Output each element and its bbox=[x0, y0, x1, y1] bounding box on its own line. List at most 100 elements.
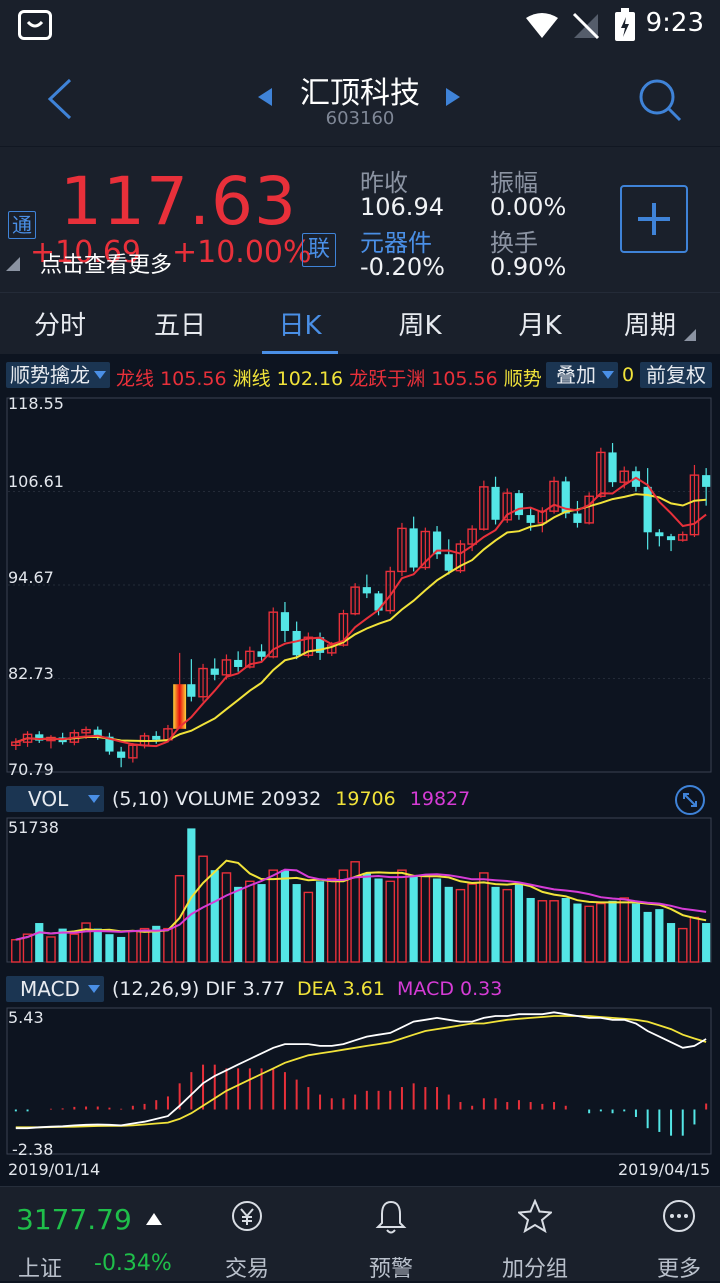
chart-area: 顺势擒龙 龙线 105.56 渊线 102.16 龙跃于渊 105.56 顺势 … bbox=[0, 354, 720, 1184]
turnover-label: 换手 bbox=[490, 229, 538, 257]
overlay-button[interactable]: 叠加 bbox=[546, 362, 618, 388]
stock-code: 603160 bbox=[325, 108, 395, 129]
candle-body bbox=[689, 474, 700, 536]
candle-body bbox=[444, 554, 453, 571]
long-line-label: 龙线 bbox=[116, 368, 155, 390]
volume-bar bbox=[93, 928, 102, 962]
index-name: 上证 bbox=[18, 1257, 63, 1282]
price-adjust-button[interactable]: 前复权 bbox=[640, 362, 712, 388]
volume-ma5: 19706 bbox=[335, 788, 396, 810]
prev-stock-icon[interactable] bbox=[258, 88, 272, 106]
trade-icon[interactable] bbox=[230, 1199, 264, 1233]
volume-label: VOLUME bbox=[175, 788, 255, 810]
volume-bar bbox=[643, 911, 652, 962]
sector-label[interactable]: 元器件 bbox=[360, 229, 432, 257]
tab-intraday[interactable]: 分时 bbox=[33, 311, 86, 341]
volume-values: (5,10) VOLUME 20932 19706 19827 bbox=[112, 788, 470, 810]
view-more-overlay[interactable]: 点击查看更多 bbox=[40, 253, 173, 278]
candle-body bbox=[537, 510, 548, 524]
macd-chart[interactable] bbox=[0, 1006, 720, 1158]
active-tab-indicator bbox=[262, 351, 338, 354]
candle-body bbox=[128, 744, 138, 759]
volume-bar bbox=[245, 880, 255, 963]
date-end: 2019/04/15 bbox=[618, 1160, 711, 1179]
status-bar: 9:23 bbox=[0, 0, 720, 52]
tong-badge[interactable]: 通 bbox=[8, 211, 36, 239]
volume-bar bbox=[210, 870, 219, 962]
index-expand-icon[interactable] bbox=[146, 1213, 162, 1225]
volume-bar bbox=[35, 923, 44, 962]
overlay-value: 0 bbox=[622, 364, 635, 386]
overlay-dropdown-icon bbox=[602, 371, 614, 379]
macd-frame bbox=[6, 1007, 712, 1155]
macd-axis-min: -2.38 bbox=[12, 1140, 54, 1159]
more-icon[interactable] bbox=[662, 1199, 696, 1233]
bell-icon[interactable] bbox=[374, 1199, 408, 1235]
nav-alert[interactable]: 预警 bbox=[368, 1257, 413, 1282]
volume-bar bbox=[584, 905, 594, 963]
indicator-selector[interactable]: 顺势擒龙 bbox=[6, 362, 110, 388]
index-value[interactable]: 3177.79 bbox=[16, 1203, 132, 1236]
status-time: 9:23 bbox=[645, 8, 704, 38]
volume-bar bbox=[128, 930, 138, 963]
volume-bar bbox=[11, 939, 21, 963]
candle-body bbox=[619, 470, 630, 483]
candle-body bbox=[105, 736, 114, 752]
amplitude-label: 振幅 bbox=[490, 169, 538, 197]
tab-five-day[interactable]: 五日 bbox=[153, 311, 206, 341]
kline-chart[interactable] bbox=[0, 392, 720, 782]
candle-body bbox=[187, 684, 196, 697]
volume-bar bbox=[350, 861, 360, 963]
long-line bbox=[15, 476, 707, 748]
price-axis-l2: 94.67 bbox=[8, 568, 54, 587]
volume-bar bbox=[677, 927, 688, 963]
volume-bar bbox=[608, 900, 617, 962]
candle-body bbox=[655, 532, 664, 537]
no-signal-icon bbox=[572, 12, 600, 40]
dropdown-arrow-icon bbox=[88, 985, 100, 993]
candle-body bbox=[280, 612, 290, 631]
tab-daily-k[interactable]: 日K bbox=[278, 311, 322, 341]
lian-badge[interactable]: 联 bbox=[302, 233, 336, 267]
quote-panel[interactable]: 117.63 通 +10.69 +10.00% 点击查看更多 联 昨收 106.… bbox=[0, 146, 720, 293]
volume-bar bbox=[221, 872, 232, 963]
search-icon[interactable] bbox=[638, 78, 682, 122]
nav-add-group[interactable]: 加分组 bbox=[501, 1257, 568, 1282]
yuan-line-value: 102.16 bbox=[276, 368, 344, 390]
dea-value: 3.61 bbox=[342, 978, 385, 1000]
add-watchlist-button[interactable] bbox=[620, 185, 688, 253]
candle-body bbox=[303, 636, 314, 656]
candle-body bbox=[631, 471, 641, 487]
nav-more[interactable]: 更多 bbox=[656, 1257, 701, 1282]
tab-weekly-k[interactable]: 周K bbox=[398, 311, 442, 341]
candle-body bbox=[455, 543, 466, 572]
volume-bar bbox=[46, 936, 56, 963]
candle-body bbox=[374, 593, 383, 611]
tab-monthly-k[interactable]: 月K bbox=[518, 311, 562, 341]
indicator-values: 龙线 105.56 渊线 102.16 龙跃于渊 105.56 顺势 bbox=[116, 364, 542, 391]
star-icon[interactable] bbox=[518, 1199, 552, 1233]
volume-bar bbox=[268, 869, 279, 963]
yuan-line-label: 渊线 bbox=[232, 368, 271, 390]
header: 汇顶科技 603160 bbox=[0, 52, 720, 146]
volume-bar bbox=[257, 884, 266, 962]
next-stock-icon[interactable] bbox=[446, 88, 460, 106]
candle-body bbox=[221, 659, 232, 676]
nav-trade[interactable]: 交易 bbox=[224, 1257, 269, 1282]
candle-body bbox=[526, 515, 535, 523]
yuan-line bbox=[15, 493, 707, 744]
volume-chart[interactable] bbox=[0, 816, 720, 970]
candle-body bbox=[81, 728, 91, 734]
back-arrow-icon[interactable] bbox=[44, 78, 74, 120]
volume-bar bbox=[420, 875, 431, 963]
corner-triangle-icon bbox=[6, 257, 20, 271]
expand-chart-icon[interactable] bbox=[674, 784, 706, 816]
index-change: -0.34% bbox=[94, 1251, 172, 1276]
macd-selector[interactable]: MACD bbox=[6, 976, 104, 1002]
tab-period[interactable]: 周期 bbox=[623, 311, 676, 341]
volume-bar bbox=[105, 934, 114, 962]
volume-bar bbox=[537, 900, 548, 963]
volume-selector[interactable]: VOL bbox=[6, 786, 104, 812]
candle-body bbox=[608, 452, 617, 483]
candle-body bbox=[245, 650, 255, 668]
